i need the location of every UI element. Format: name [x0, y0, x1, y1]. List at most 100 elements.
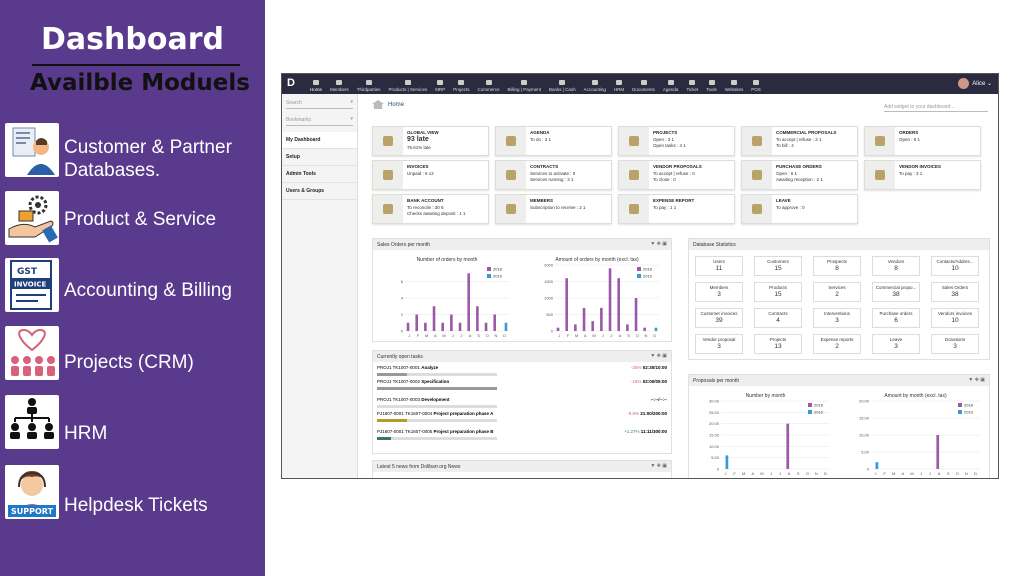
stat-purchase-orders[interactable]: Purchase orders 6: [872, 308, 920, 328]
box-contracts[interactable]: CONTRACTS Services to activate : 0 Service…: [495, 160, 612, 190]
box-agenda[interactable]: AGENDA To do : 3 1: [495, 126, 612, 156]
stat-expense-reports[interactable]: Expense reports 2: [813, 334, 861, 354]
nav-item-label: Agenda: [662, 87, 679, 92]
stat-services[interactable]: Services 2: [813, 282, 861, 302]
nav-item-agenda[interactable]: Agenda: [659, 74, 683, 94]
box-line: To accept | refuse : 0: [653, 171, 695, 176]
stat-contacts-addres[interactable]: Contacts/Addres... 10: [931, 256, 979, 276]
stat-products[interactable]: Products 15: [754, 282, 802, 302]
box-invoices[interactable]: INVOICES Unpaid : 6 12: [372, 160, 489, 190]
x-tick-label: J: [558, 333, 560, 338]
add-widget-select[interactable]: Add widget to your dashboard...: [884, 104, 988, 112]
panel-controls-icon[interactable]: ▼ ✥ ▣: [968, 377, 985, 383]
panel-controls-icon[interactable]: ▼ ✥ ▣: [650, 463, 667, 469]
nav-item-hrm[interactable]: HRM: [610, 74, 628, 94]
box-line: To pay : 3 1: [899, 171, 923, 176]
nav-item-ticket[interactable]: Ticket: [682, 74, 702, 94]
task-row[interactable]: PJ1607-0001 TK1607-0004 Project preparat…: [377, 411, 667, 425]
task-row[interactable]: PROJ1 TK1007-0001 Analyze -25% 02:30/10:0…: [377, 365, 667, 379]
nav-item-banks-cash[interactable]: Banks | Cash: [545, 74, 580, 94]
box-expense-report[interactable]: EXPENSE REPORT To pay : 1 1: [618, 194, 735, 224]
nav-item-commerce[interactable]: Commerce: [474, 74, 504, 94]
stat-value: 38: [951, 291, 959, 298]
task-row[interactable]: PJ1607-0001 TK1607-0005 Project preparat…: [377, 429, 667, 443]
sidebar-item-users-groups[interactable]: Users & Groups: [282, 183, 357, 200]
nav-item-tools[interactable]: Tools: [702, 74, 721, 94]
stat-customer-invoices[interactable]: Customer invoices 39: [695, 308, 743, 328]
stat-vendors[interactable]: Vendors 8: [872, 256, 920, 276]
proposals-amount-chart: Amount by month (excl. tax) 0 5.00 10.00 15.…: [859, 393, 980, 476]
task-ref[interactable]: PROJ1 TK1007-0002: [377, 379, 422, 384]
legend-label: 2019: [493, 274, 503, 279]
nav-item-websites[interactable]: Websites: [721, 74, 747, 94]
stat-customers[interactable]: Customers 15: [754, 256, 802, 276]
box-projects[interactable]: PROJECTS Open : 3 1 Open tasks : 4 1: [618, 126, 735, 156]
open-tasks-panel: Currently open tasks ▼ ✥ ▣ PROJ1 TK1007-0…: [372, 350, 672, 454]
sidebar-item-setup[interactable]: Setup: [282, 149, 357, 166]
bar-2018: [936, 435, 940, 469]
nav-item-projects[interactable]: Projects: [449, 74, 473, 94]
box-global-view[interactable]: GLOBAL VIEW 93 late 75.61% late: [372, 126, 489, 156]
panel-controls-icon[interactable]: ▼ ✥ ▣: [650, 241, 667, 247]
legend-label: 2018: [814, 403, 824, 408]
task-ref[interactable]: PJ1607-0001 TK1607-0004: [377, 411, 434, 416]
nav-item-accounting[interactable]: Accounting: [580, 74, 610, 94]
stat-label: Products: [769, 285, 787, 290]
database-statistics-panel: Database Statistics Users 11 Customers 15 Pr…: [688, 238, 990, 360]
task-ref[interactable]: PJ1607-0001 TK1607-0005: [377, 429, 434, 434]
task-ref[interactable]: PROJ1 TK1007-0001: [377, 365, 422, 370]
sidebar-item-my-dashboard[interactable]: My Dashboard: [282, 132, 357, 149]
stat-vendor-proposal[interactable]: Vendor proposal 3: [695, 334, 743, 354]
bookmarks-select[interactable]: Bookmarks: [286, 115, 353, 126]
box-vendor-proposals[interactable]: VENDOR PROPOSALS To accept | refuse : 0 To…: [618, 160, 735, 190]
stat-projects[interactable]: Projects 13: [754, 334, 802, 354]
bar-2018: [626, 324, 629, 331]
nav-item-home[interactable]: Home: [306, 74, 326, 94]
stat-donations[interactable]: Donations 3: [931, 334, 979, 354]
nav-item-mrp[interactable]: MRP: [431, 74, 449, 94]
stat-commercial-propo[interactable]: Commercial propo... 38: [872, 282, 920, 302]
stat-label: Customers: [767, 259, 789, 264]
sidebar-item-admin-tools[interactable]: Admin Tools: [282, 166, 357, 183]
box-orders[interactable]: ORDERS Open : 6 1: [864, 126, 981, 156]
search-input[interactable]: Search: [286, 98, 353, 109]
nav-item-billing-payment[interactable]: Billing | Payment: [504, 74, 545, 94]
box-bank-account[interactable]: BANK ACCOUNT To reconcile : 30 6 Checks aw…: [372, 194, 489, 224]
leave-icon: [742, 195, 772, 223]
stat-interventions[interactable]: Interventions 3: [813, 308, 861, 328]
stat-label: Contracts: [768, 311, 788, 316]
stat-leave[interactable]: Leave 3: [872, 334, 920, 354]
box-commercial-proposals[interactable]: COMMERCIAL PROPOSALS To accept | refuse :…: [741, 126, 858, 156]
nav-item-thirdparties[interactable]: Thirdparties: [353, 74, 385, 94]
nav-item-members[interactable]: Members: [326, 74, 353, 94]
stat-users[interactable]: Users 11: [695, 256, 743, 276]
user-menu[interactable]: Alice ⌄: [958, 78, 992, 89]
x-tick-label: M: [742, 471, 745, 476]
box-leave[interactable]: LEAVE To approve : 0: [741, 194, 858, 224]
stat-members[interactable]: Members 3: [695, 282, 743, 302]
legend-swatch: [637, 274, 641, 278]
x-tick-label: J: [929, 471, 931, 476]
nav-item-products-services[interactable]: Products | Services: [385, 74, 432, 94]
box-members[interactable]: MEMBERS Subscription to receive : 2 1: [495, 194, 612, 224]
stat-prospects[interactable]: Prospects 8: [813, 256, 861, 276]
box-purchase-orders[interactable]: PURCHASE ORDERS Open : 6 1 Awaiting recept…: [741, 160, 858, 190]
x-tick-label: J: [602, 333, 604, 338]
stat-label: Contacts/Addres...: [936, 259, 974, 264]
box-line: Open : 3 1: [653, 137, 675, 142]
task-row[interactable]: PROJ1 TK1007-0003 Development --:--/--:-…: [377, 397, 667, 411]
stat-sales-orders[interactable]: Sales Orders 38: [931, 282, 979, 302]
app-logo[interactable]: D: [287, 77, 295, 89]
task-ref[interactable]: PROJ1 TK1007-0003: [377, 397, 422, 402]
stat-vendors-invoices[interactable]: Vendors invoices 10: [931, 308, 979, 328]
nav-item-label: Thirdparties: [356, 87, 381, 92]
nav-item-pos[interactable]: POS: [747, 74, 765, 94]
breadcrumb-home[interactable]: Home: [388, 102, 405, 109]
panel-controls-icon[interactable]: ▼ ✥ ▣: [650, 353, 667, 359]
stat-label: Customer invoices: [700, 311, 738, 316]
box-vendor-invoices[interactable]: VENDOR INVOICES To pay : 3 1: [864, 160, 981, 190]
task-row[interactable]: PROJ1 TK1007-0002 Specification -15% 02:0…: [377, 379, 667, 393]
task-label: PROJ1 TK1007-0003 Development: [377, 397, 449, 402]
nav-item-documents[interactable]: Documents: [628, 74, 659, 94]
stat-contracts[interactable]: Contracts 4: [754, 308, 802, 328]
